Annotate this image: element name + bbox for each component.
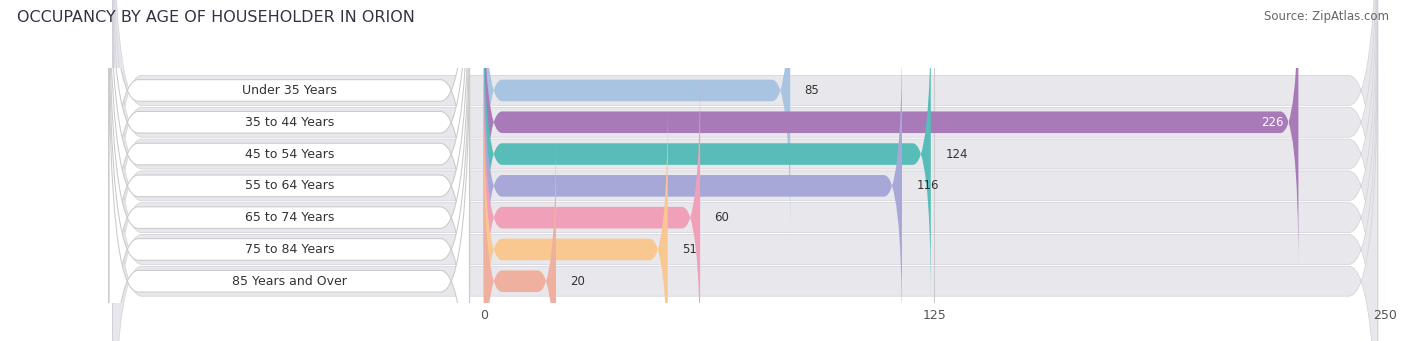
Text: 85: 85 [804, 84, 820, 97]
FancyBboxPatch shape [484, 101, 668, 341]
Text: 124: 124 [945, 148, 967, 161]
FancyBboxPatch shape [110, 38, 470, 341]
FancyBboxPatch shape [112, 0, 1378, 341]
FancyBboxPatch shape [110, 6, 470, 341]
FancyBboxPatch shape [110, 0, 470, 341]
FancyBboxPatch shape [110, 0, 470, 341]
Text: 35 to 44 Years: 35 to 44 Years [245, 116, 333, 129]
Text: 116: 116 [917, 179, 939, 192]
FancyBboxPatch shape [484, 0, 1298, 270]
FancyBboxPatch shape [112, 0, 1378, 341]
FancyBboxPatch shape [112, 42, 1378, 341]
Text: 55 to 64 Years: 55 to 64 Years [245, 179, 335, 192]
Text: 60: 60 [714, 211, 730, 224]
Text: 65 to 74 Years: 65 to 74 Years [245, 211, 335, 224]
Text: OCCUPANCY BY AGE OF HOUSEHOLDER IN ORION: OCCUPANCY BY AGE OF HOUSEHOLDER IN ORION [17, 10, 415, 25]
Text: 45 to 54 Years: 45 to 54 Years [245, 148, 335, 161]
Text: Source: ZipAtlas.com: Source: ZipAtlas.com [1264, 10, 1389, 23]
FancyBboxPatch shape [484, 133, 555, 341]
FancyBboxPatch shape [110, 0, 470, 334]
FancyBboxPatch shape [112, 0, 1378, 330]
Text: 75 to 84 Years: 75 to 84 Years [245, 243, 335, 256]
FancyBboxPatch shape [484, 6, 931, 302]
Text: 51: 51 [682, 243, 697, 256]
FancyBboxPatch shape [110, 0, 470, 341]
FancyBboxPatch shape [484, 70, 700, 341]
FancyBboxPatch shape [112, 0, 1378, 341]
FancyBboxPatch shape [112, 10, 1378, 341]
FancyBboxPatch shape [484, 38, 903, 334]
Text: 226: 226 [1261, 116, 1284, 129]
Text: Under 35 Years: Under 35 Years [242, 84, 336, 97]
Text: 20: 20 [571, 275, 585, 288]
FancyBboxPatch shape [110, 0, 470, 341]
Text: 85 Years and Over: 85 Years and Over [232, 275, 347, 288]
FancyBboxPatch shape [484, 0, 790, 239]
FancyBboxPatch shape [112, 0, 1378, 341]
